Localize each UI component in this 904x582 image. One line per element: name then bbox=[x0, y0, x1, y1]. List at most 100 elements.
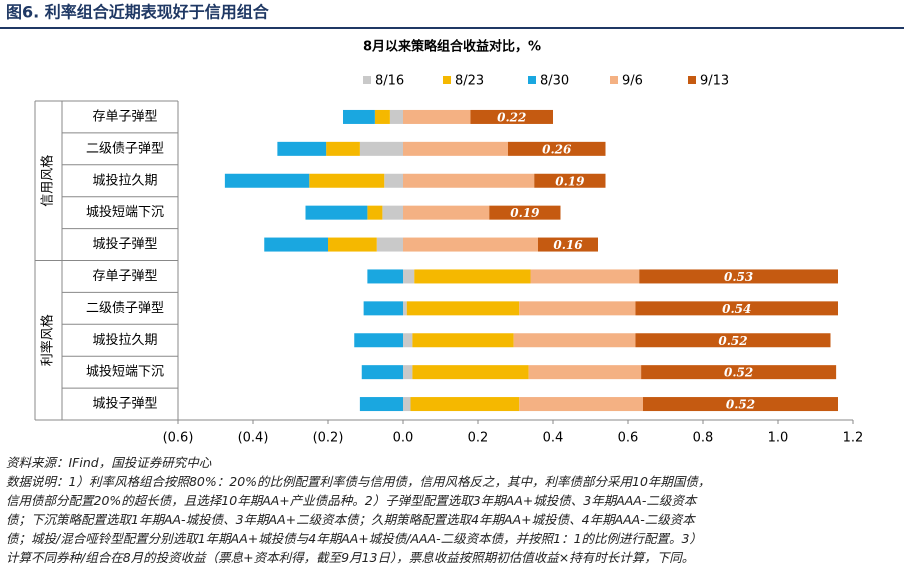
y-tick-label: 城投短端下沉 bbox=[86, 204, 164, 220]
y-tick-label: 城投拉久期 bbox=[92, 332, 157, 348]
legend-swatch bbox=[688, 76, 696, 84]
x-tick-label: (0.4) bbox=[238, 431, 269, 446]
bar-segment bbox=[513, 333, 636, 348]
bar-segment bbox=[363, 301, 403, 316]
legend-label: 8/16 bbox=[375, 74, 404, 89]
bar-segment bbox=[635, 333, 831, 348]
bar-segment bbox=[354, 333, 403, 348]
note-line: 信用债部分配置20%的超长债，且选择10年期AA+产业债品种。2）子弹型配置选取… bbox=[6, 493, 697, 508]
y-tick-label: 城投短端下沉 bbox=[86, 364, 164, 380]
bar-segment bbox=[403, 365, 413, 380]
bar-segment bbox=[224, 173, 310, 188]
x-tick-label: 0.8 bbox=[693, 431, 714, 446]
y-tick-label: 二级债子弹型 bbox=[86, 141, 164, 156]
legend-label: 9/6 bbox=[622, 74, 643, 89]
chart: 图6. 利率组合近期表现好于信用组合 8月以来策略组合收益对比，% 8/16 8/… bbox=[0, 3, 904, 446]
legend-label: 8/23 bbox=[455, 74, 484, 89]
bar-segment bbox=[489, 205, 561, 220]
bar-segment bbox=[639, 269, 838, 284]
group-label: 利率风格 bbox=[40, 314, 56, 366]
bar-segment bbox=[519, 397, 643, 412]
value-label: 0.52 bbox=[726, 398, 755, 412]
bar-segment bbox=[367, 205, 383, 220]
note-line: 数据说明：1）利率风格组合按照80%：20%的比例配置利率债与信用债，信用风格反… bbox=[6, 474, 711, 489]
bar-segment bbox=[264, 237, 328, 252]
bar-segment bbox=[534, 173, 606, 188]
bar-segment bbox=[403, 237, 538, 252]
chart-title: 8月以来策略组合收益对比，% bbox=[363, 39, 541, 55]
y-tick-label: 存单子弹型 bbox=[92, 269, 157, 284]
bar-segment bbox=[403, 109, 471, 124]
bar-segment bbox=[508, 141, 606, 156]
value-label: 0.16 bbox=[553, 238, 583, 252]
legend-swatch bbox=[610, 76, 618, 84]
bar-segment bbox=[367, 269, 403, 284]
value-label: 0.53 bbox=[724, 270, 753, 284]
bar-segment bbox=[389, 109, 403, 124]
x-tick-label: 0.6 bbox=[618, 431, 639, 446]
value-label: 0.19 bbox=[555, 174, 585, 188]
bar-segment bbox=[403, 397, 411, 412]
bar-segment bbox=[403, 301, 407, 316]
source-note: 资料来源：IFind，国投证券研究中心 bbox=[6, 455, 212, 470]
bar-segment bbox=[403, 141, 508, 156]
bar-segment bbox=[412, 333, 514, 348]
bar-segment bbox=[641, 365, 837, 380]
legend-swatch bbox=[443, 76, 451, 84]
legend-label: 9/13 bbox=[700, 74, 729, 89]
bar-segment bbox=[530, 269, 640, 284]
legend-swatch bbox=[528, 76, 536, 84]
value-label: 0.19 bbox=[510, 206, 540, 220]
x-tick-label: 0.2 bbox=[468, 431, 489, 446]
bar-segment bbox=[406, 301, 520, 316]
bar-segment bbox=[403, 269, 415, 284]
bar-segment bbox=[359, 141, 403, 156]
legend-label: 8/30 bbox=[540, 74, 569, 89]
legend-swatch bbox=[363, 76, 371, 84]
bar-segment bbox=[382, 205, 403, 220]
x-tick-label: 0.4 bbox=[543, 431, 564, 446]
value-label: 0.26 bbox=[542, 142, 572, 156]
bar-segment bbox=[414, 269, 531, 284]
bar-segment bbox=[374, 109, 390, 124]
bar-segment bbox=[412, 365, 529, 380]
bar-segment bbox=[384, 173, 403, 188]
x-tick-label: 1.0 bbox=[768, 431, 789, 446]
y-tick-label: 城投子弹型 bbox=[92, 396, 157, 412]
bar-segment bbox=[376, 237, 403, 252]
y-tick-label: 存单子弹型 bbox=[92, 109, 157, 124]
bar-segment bbox=[359, 397, 403, 412]
bar-segment bbox=[305, 205, 368, 220]
x-tick-label: 0.0 bbox=[393, 431, 414, 446]
figure-title: 图6. 利率组合近期表现好于信用组合 bbox=[6, 3, 270, 22]
bar-segment bbox=[519, 301, 636, 316]
bar-segment bbox=[528, 365, 642, 380]
bar-segment bbox=[403, 205, 490, 220]
bar-segment bbox=[635, 301, 838, 316]
y-tick-label: 城投子弹型 bbox=[92, 236, 157, 252]
note-line: 债；下沉策略配置选取1年期AA-城投债、3年期AA+二级资本债；久期策略配置选取… bbox=[6, 512, 695, 527]
value-label: 0.54 bbox=[722, 302, 751, 316]
x-tick-label: 1.2 bbox=[843, 431, 864, 446]
bar-segment bbox=[643, 397, 838, 412]
bar-segment bbox=[403, 333, 413, 348]
note-line: 债；城投/混合哑铃型配置分别选取1年期AA+城投债与4年期AA+城投债/AAA-… bbox=[6, 531, 703, 546]
group-label: 信用风格 bbox=[40, 155, 56, 207]
bar-segment bbox=[470, 109, 553, 124]
bar-segment bbox=[326, 141, 360, 156]
value-label: 0.22 bbox=[497, 110, 526, 124]
y-tick-label: 二级债子弹型 bbox=[86, 301, 164, 316]
value-label: 0.52 bbox=[718, 334, 747, 348]
x-tick-label: (0.2) bbox=[313, 431, 344, 446]
x-tick-label: (0.6) bbox=[163, 431, 194, 446]
bar-segment bbox=[343, 109, 375, 124]
bar-segment bbox=[361, 365, 403, 380]
y-tick-label: 城投拉久期 bbox=[92, 172, 157, 188]
bar-segment bbox=[538, 237, 598, 252]
note-line: 计算不同券种/组合在8月的投资收益（票息+资本利得，截至9月13日），票息收益按… bbox=[6, 550, 695, 565]
bar-segment bbox=[277, 141, 327, 156]
bar-segment bbox=[410, 397, 520, 412]
bar-segment bbox=[403, 173, 535, 188]
bar-segment bbox=[309, 173, 385, 188]
